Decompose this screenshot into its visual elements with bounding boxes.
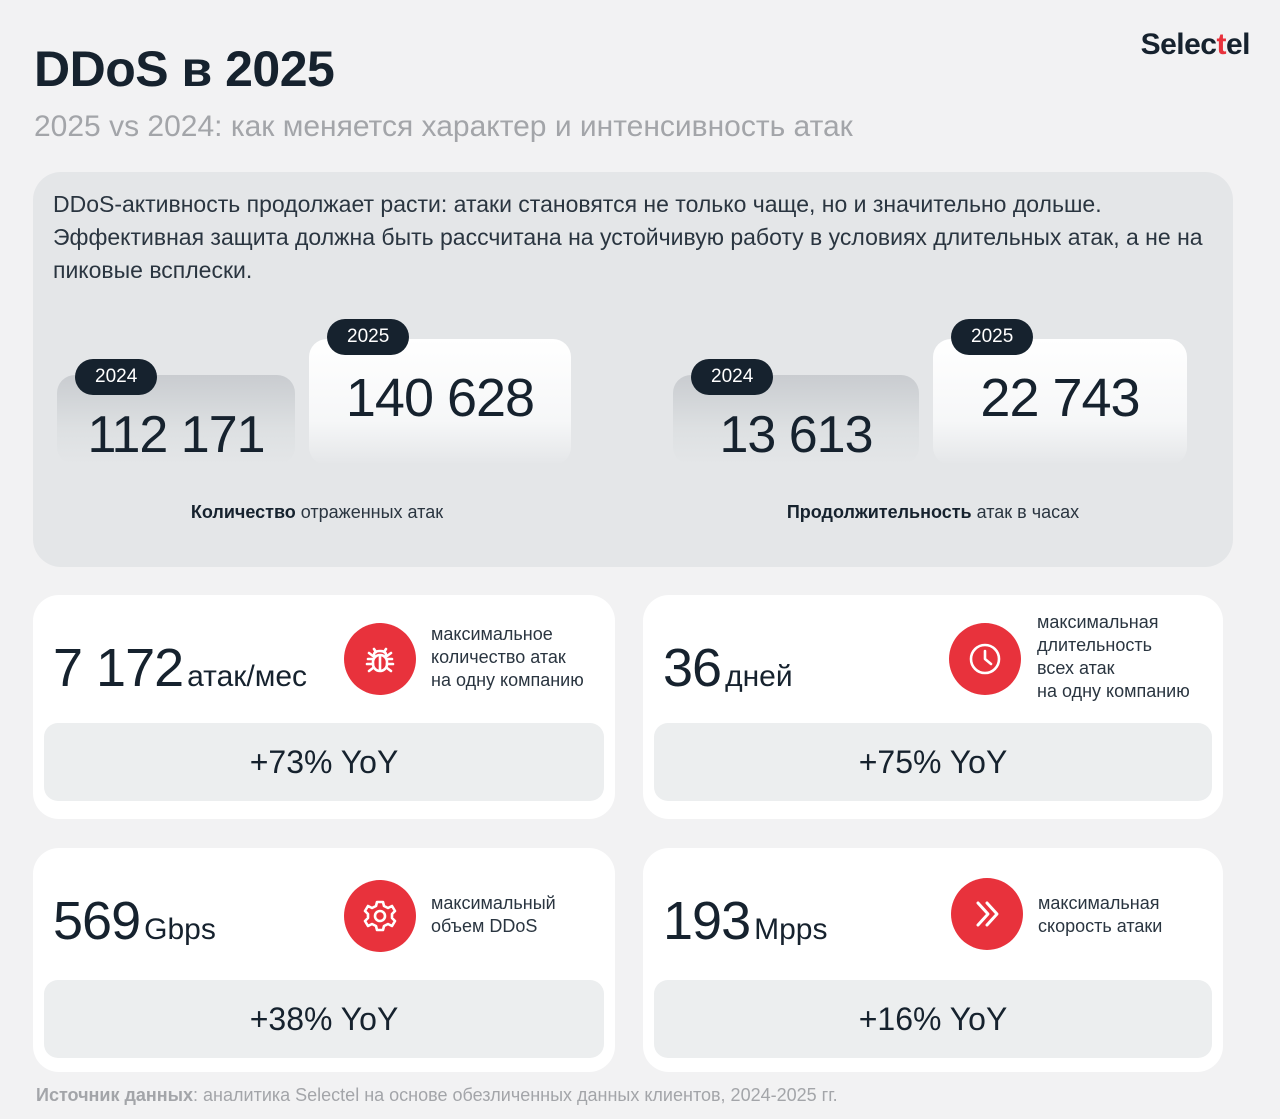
tile-unit: Mpps [754,913,828,946]
tile-value: 193 Mpps [663,890,827,952]
data-source-note: Источник данных: аналитика Selectel на о… [36,1085,838,1106]
gear-icon [344,880,416,952]
duration-2024-value: 13 613 [719,406,873,464]
duration-caption: Продолжительность атак в часах [673,502,1193,523]
stat-tile-max-duration: 36 дней максимальная длительность всех ат… [643,595,1223,819]
tile-description: максимальный объем DDoS [431,893,556,936]
page-subtitle: 2025 vs 2024: как меняется характер и ин… [34,110,853,143]
stat-tile-attacks-per-month: 7 172 атак/мес максимальное количество ат… [33,595,615,819]
bug-icon [344,623,416,695]
logo-text-main: Selec [1140,28,1217,61]
attacks-count-comparison: 2024 112 171 2025 140 628 Количество отр… [57,317,577,537]
hero-panel: DDoS-активность продолжает расти: атаки … [33,172,1233,567]
attacks-caption: Количество отраженных атак [57,502,577,523]
attacks-2024-card: 2024 112 171 [57,359,295,465]
attacks-caption-rest: отраженных атак [295,502,444,522]
attacks-2024-value: 112 171 [87,406,265,464]
tile-description: максимальная скорость атаки [1038,893,1163,936]
tile-yoy-change: +38% YoY [44,980,604,1058]
tile-number: 7 172 [53,638,184,698]
duration-2025-card: 2025 22 743 [933,319,1187,465]
tile-value: 7 172 атак/мес [53,637,307,699]
attacks-2025-value: 140 628 [345,368,535,428]
tile-unit: атак/мес [187,660,308,693]
year-badge-2025: 2025 [327,319,410,355]
year-badge-2024: 2024 [75,359,158,395]
year-badge-2024: 2024 [691,359,774,395]
selectel-logo: Selectel [1140,28,1251,62]
tile-value: 569 Gbps [53,890,216,952]
duration-caption-rest: атак в часах [971,502,1080,522]
duration-2025-value: 22 743 [980,368,1140,428]
tile-unit: Gbps [144,913,216,946]
attacks-2025-card: 2025 140 628 [309,319,571,465]
stat-tile-max-speed: 193 Mpps максимальная скорость атаки +16%… [643,848,1223,1072]
tile-yoy-change: +75% YoY [654,723,1212,801]
tile-value: 36 дней [663,637,793,699]
year-badge-2025: 2025 [951,319,1034,355]
tile-number: 569 [53,891,141,951]
logo-text-accent: t [1216,28,1226,61]
duration-2024-card: 2024 13 613 [673,359,919,465]
tile-yoy-change: +16% YoY [654,980,1212,1058]
stat-tile-max-volume: 569 Gbps максимальный объем DDoS +38% YoY [33,848,615,1072]
clock-icon [949,623,1021,695]
tile-unit: дней [725,660,793,693]
tile-number: 193 [663,891,751,951]
tile-yoy-change: +73% YoY [44,723,604,801]
attacks-duration-comparison: 2024 13 613 2025 22 743 Продолжительност… [673,317,1193,537]
source-text: : аналитика Selectel на основе обезличен… [193,1085,838,1105]
double-chevron-right-icon [951,878,1023,950]
source-label: Источник данных [36,1085,194,1105]
duration-caption-bold: Продолжительность [786,502,972,522]
tile-description: максимальная длительность всех атак на о… [1037,612,1190,701]
tile-number: 36 [663,638,722,698]
tile-description: максимальное количество атак на одну ком… [431,624,584,690]
attacks-caption-bold: Количество [190,502,296,522]
page-title: DDoS в 2025 [34,41,335,97]
logo-text-end: el [1225,28,1251,61]
hero-description: DDoS-активность продолжает расти: атаки … [53,191,1203,283]
